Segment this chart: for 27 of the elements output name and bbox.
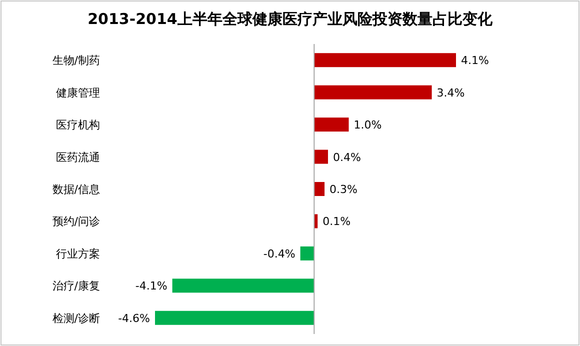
data-label: 0.4% [332,150,361,164]
bar [155,310,314,325]
data-label: 3.4% [436,86,465,100]
y-tick-label: 医药流通 [56,150,100,164]
bar [314,85,432,100]
data-label: -0.4% [263,247,296,260]
bar [172,278,314,293]
y-tick-label: 治疗/康复 [52,280,100,293]
data-label: 0.3% [330,183,358,196]
bar [314,53,456,68]
y-tick-label: 医疗机构 [56,118,100,132]
bar [300,246,314,260]
data-label: -4.6% [118,312,150,325]
data-label: 0.1% [322,215,351,228]
y-tick-label: 数据/信息 [52,183,100,196]
data-label: -4.1% [135,280,168,293]
data-label: 4.1% [461,54,489,68]
chart-title: 2013-2014上半年全球健康医疗产业风险投资数量占比变化 [88,10,494,28]
y-tick-label: 行业方案 [56,247,100,260]
data-label: 1.0% [354,118,382,132]
bar [314,182,325,196]
y-tick-label: 健康管理 [56,86,100,100]
y-tick-label: 检测/诊断 [52,312,100,325]
y-tick-label: 生物/制药 [52,54,100,68]
bar [314,118,349,132]
bar [314,150,328,164]
y-tick-label: 预约/问诊 [52,215,100,228]
